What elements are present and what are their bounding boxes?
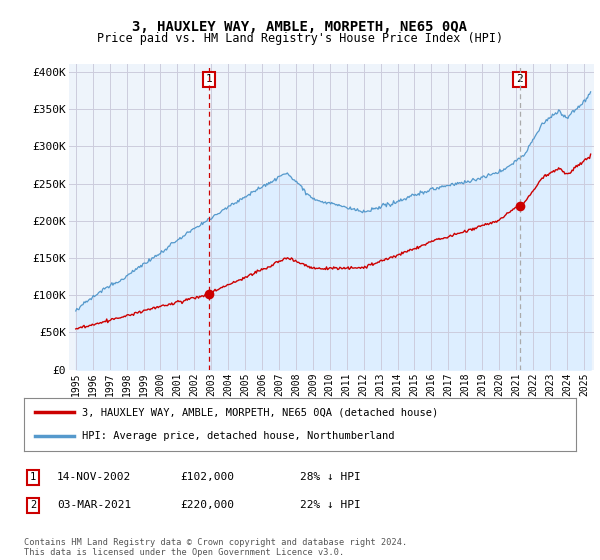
Text: £102,000: £102,000 [180, 472, 234, 482]
Text: 14-NOV-2002: 14-NOV-2002 [57, 472, 131, 482]
Text: 2: 2 [516, 74, 523, 85]
Text: Price paid vs. HM Land Registry's House Price Index (HPI): Price paid vs. HM Land Registry's House … [97, 32, 503, 45]
Text: 28% ↓ HPI: 28% ↓ HPI [300, 472, 361, 482]
Text: 03-MAR-2021: 03-MAR-2021 [57, 500, 131, 510]
Text: 3, HAUXLEY WAY, AMBLE, MORPETH, NE65 0QA (detached house): 3, HAUXLEY WAY, AMBLE, MORPETH, NE65 0QA… [82, 408, 438, 418]
Text: 3, HAUXLEY WAY, AMBLE, MORPETH, NE65 0QA: 3, HAUXLEY WAY, AMBLE, MORPETH, NE65 0QA [133, 20, 467, 34]
Text: HPI: Average price, detached house, Northumberland: HPI: Average price, detached house, Nort… [82, 431, 394, 441]
Text: 22% ↓ HPI: 22% ↓ HPI [300, 500, 361, 510]
Text: 2: 2 [30, 500, 36, 510]
Text: £220,000: £220,000 [180, 500, 234, 510]
Text: 1: 1 [206, 74, 212, 85]
Text: Contains HM Land Registry data © Crown copyright and database right 2024.
This d: Contains HM Land Registry data © Crown c… [24, 538, 407, 557]
Text: 1: 1 [30, 472, 36, 482]
